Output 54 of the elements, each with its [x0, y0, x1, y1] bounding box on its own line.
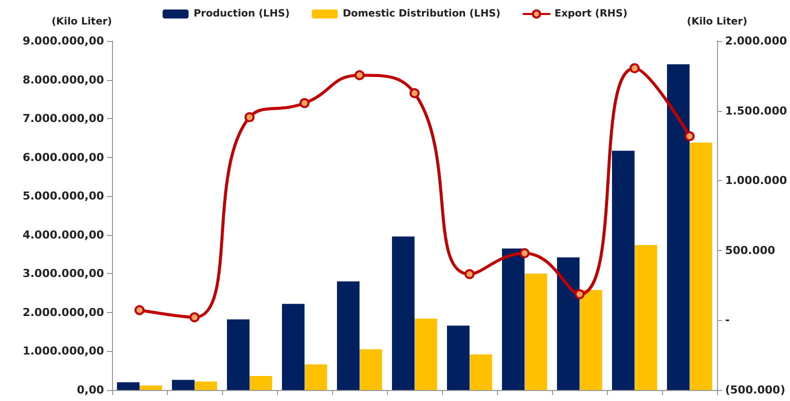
point	[574, 289, 585, 300]
y2-axis-title: (Kilo Liter)	[686, 16, 748, 28]
bar	[116, 382, 140, 390]
bar	[226, 319, 250, 390]
bar	[194, 381, 218, 390]
y2-tick-label: 1.500.000	[725, 104, 788, 118]
y-tick-label: 9.000.000,00	[22, 34, 104, 48]
y2-tick-label: -	[725, 314, 730, 327]
bar	[172, 380, 195, 390]
bar	[446, 326, 470, 390]
y-tick-label: 3.000.000,00	[22, 267, 104, 280]
y-tick-label: 4.000.000,00	[22, 228, 104, 242]
y-tick-label: 6.000.000,00	[22, 150, 104, 164]
y2-tick-label: 1.000.000	[725, 174, 788, 188]
bar	[580, 290, 602, 390]
legend-label: Export (RHS)	[554, 8, 628, 20]
bar	[524, 274, 548, 390]
bar	[690, 142, 712, 390]
y-axis-title: (Kilo Liter)	[52, 16, 112, 28]
bar	[557, 257, 580, 390]
point	[410, 88, 420, 98]
bar	[612, 150, 635, 390]
point	[300, 98, 310, 108]
legend-label: Domestic Distribution (LHS)	[342, 8, 501, 20]
point	[684, 131, 695, 142]
bar	[470, 354, 492, 390]
bar	[360, 349, 382, 390]
bar	[336, 281, 360, 390]
bar	[140, 385, 162, 390]
bar	[250, 376, 272, 390]
bar	[304, 364, 328, 390]
y-tick-label: 8.000.000,00	[22, 73, 104, 86]
y-tick-label: 2.000.000,00	[22, 306, 104, 319]
point	[464, 269, 475, 280]
point	[630, 63, 640, 74]
point	[134, 305, 145, 316]
bar	[392, 236, 415, 390]
y2-tick-label: 500.000	[725, 244, 776, 257]
y2-tick-label: 2.000.000	[725, 34, 788, 48]
y2-tick-label: (500.000)	[725, 384, 786, 396]
point	[190, 312, 200, 322]
y-tick-label: 5.000.000,00	[22, 190, 104, 203]
point	[354, 70, 365, 80]
y-tick-label: 0,00	[76, 384, 104, 396]
legend-label: Production (LHS)	[194, 8, 290, 20]
bar	[282, 304, 305, 390]
bar	[502, 248, 525, 390]
point	[520, 248, 530, 258]
y-tick-label: 1.000.000,00	[22, 344, 104, 358]
bar	[414, 318, 438, 390]
bar	[634, 244, 658, 390]
y-tick-label: 7.000.000,00	[22, 112, 104, 126]
point	[244, 112, 255, 122]
bar	[667, 64, 690, 390]
